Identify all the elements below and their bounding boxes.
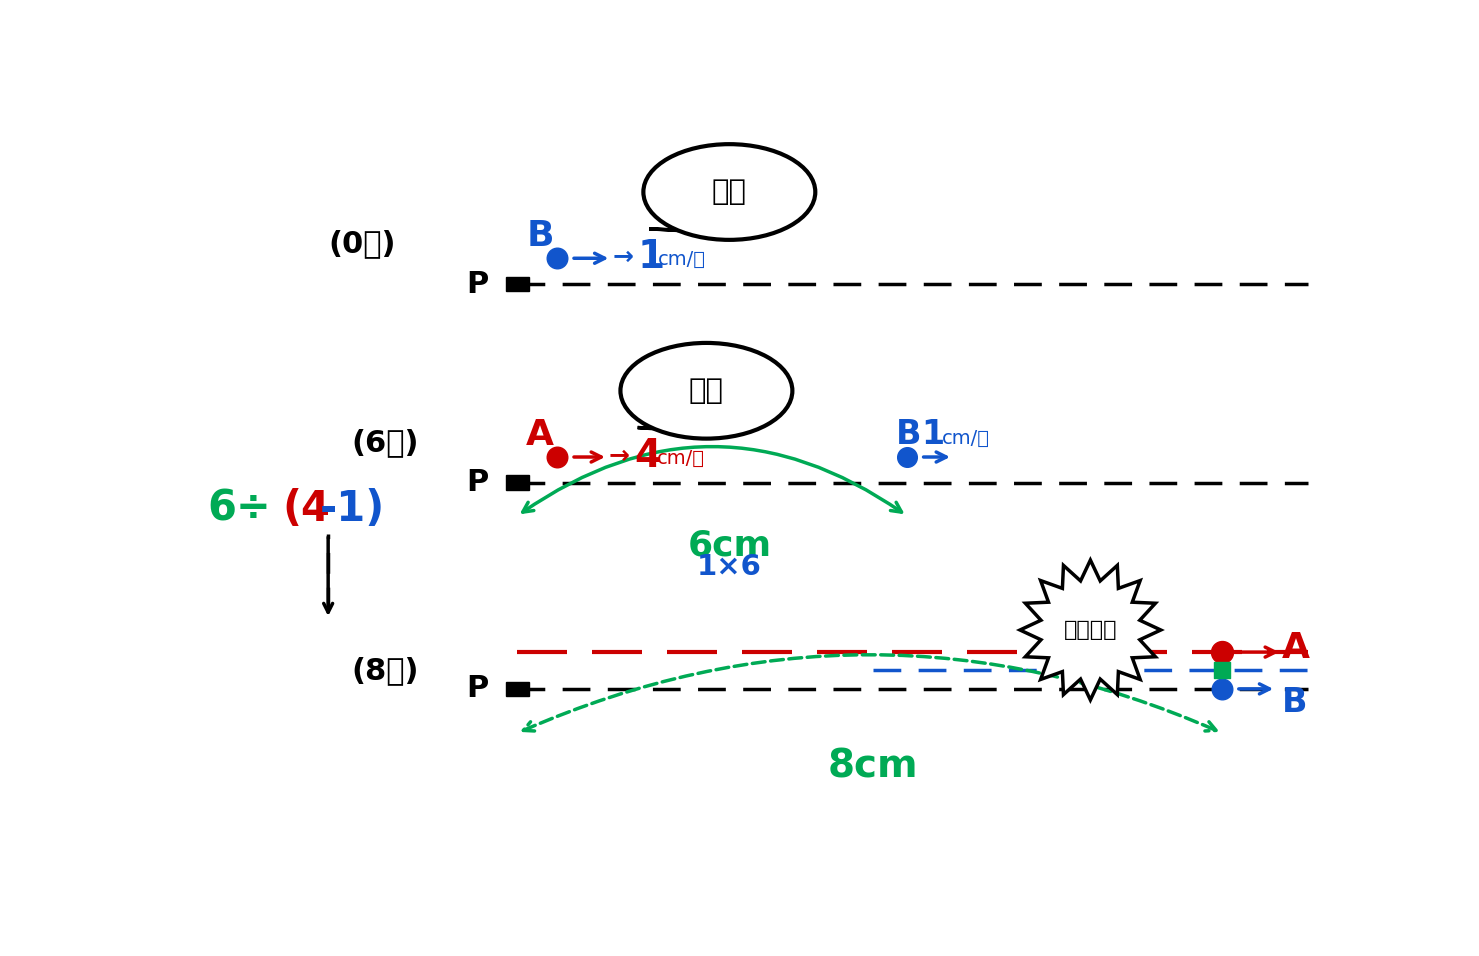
Text: -1): -1): [319, 488, 386, 530]
Bar: [506, 276, 529, 292]
FancyArrowPatch shape: [522, 446, 902, 512]
Text: B: B: [896, 419, 921, 451]
Point: [1210, 663, 1233, 678]
Point: [546, 449, 569, 465]
Text: (0秒): (0秒): [328, 229, 396, 258]
Text: A: A: [527, 418, 555, 452]
Text: cm/秒: cm/秒: [658, 250, 707, 270]
Point: [1210, 682, 1233, 697]
Text: 6cm: 6cm: [688, 529, 772, 562]
Point: [1210, 644, 1233, 660]
Text: (6秒): (6秒): [352, 427, 419, 457]
Ellipse shape: [621, 343, 793, 439]
Text: (8秒): (8秒): [352, 656, 419, 685]
Point: [546, 250, 569, 266]
Polygon shape: [1021, 560, 1161, 700]
Text: P: P: [466, 468, 488, 497]
Text: 出発: 出発: [711, 178, 747, 206]
Text: P: P: [466, 674, 488, 704]
Text: →: →: [609, 444, 630, 467]
Text: 追いつき: 追いつき: [1063, 620, 1117, 640]
Bar: [506, 682, 529, 696]
Text: B: B: [527, 219, 555, 253]
Text: (4: (4: [282, 488, 330, 530]
Text: 1×6: 1×6: [697, 554, 762, 581]
Text: 1: 1: [921, 419, 944, 451]
Point: [895, 449, 918, 465]
Ellipse shape: [643, 144, 815, 240]
Text: 1: 1: [637, 238, 664, 275]
Text: 8cm: 8cm: [827, 748, 918, 785]
Text: 4: 4: [634, 437, 661, 474]
Text: B: B: [1282, 685, 1307, 719]
Text: 6÷: 6÷: [207, 488, 272, 530]
Text: 出発: 出発: [689, 377, 723, 404]
Text: cm/秒: cm/秒: [657, 449, 705, 468]
Text: →: →: [612, 245, 633, 269]
Polygon shape: [637, 427, 719, 431]
Bar: [506, 475, 529, 490]
Text: cm/秒: cm/秒: [942, 429, 989, 448]
FancyArrowPatch shape: [524, 655, 1216, 731]
Text: P: P: [466, 270, 488, 298]
Text: A: A: [1282, 631, 1310, 665]
Polygon shape: [649, 228, 742, 232]
